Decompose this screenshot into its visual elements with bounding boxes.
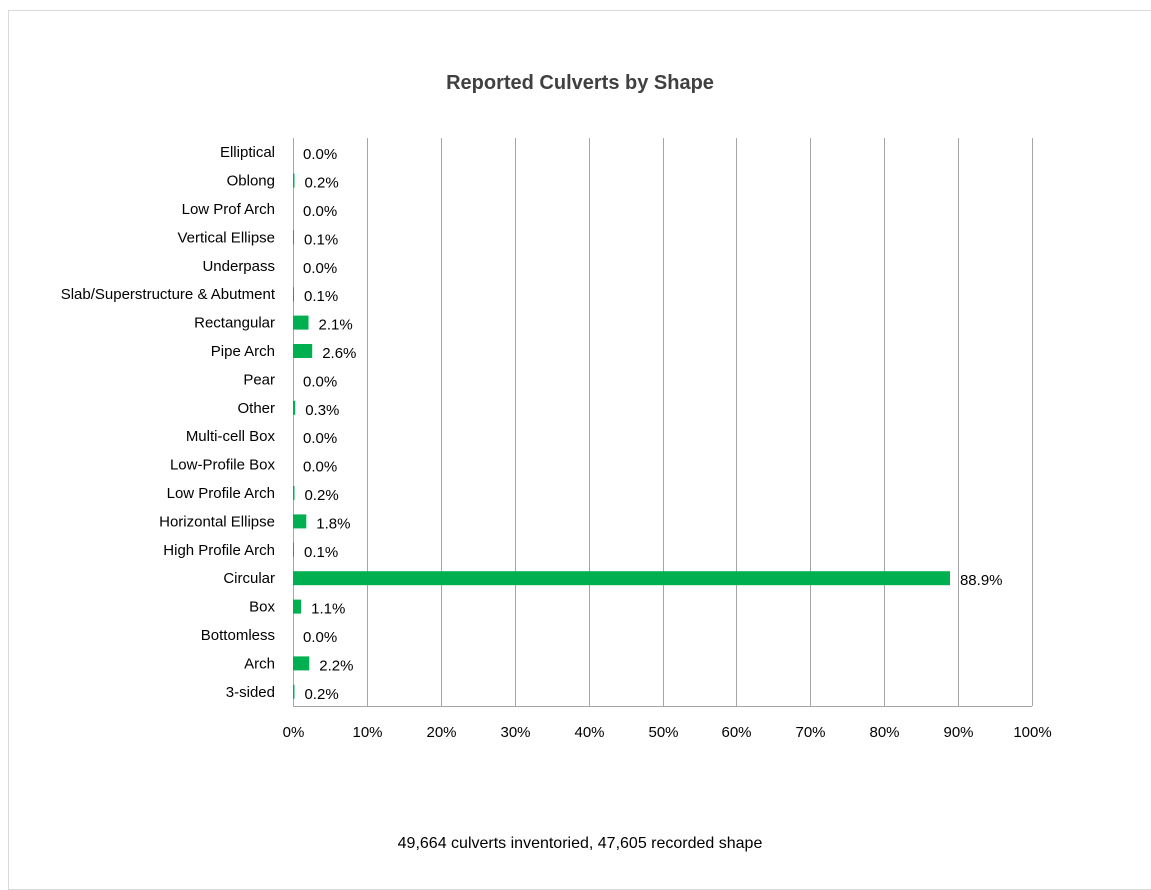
category-label: Slab/Superstructure & Abutment — [61, 286, 276, 303]
value-label: 2.6% — [322, 345, 356, 362]
category-label: Pipe Arch — [211, 343, 275, 360]
x-tick-label: 80% — [869, 724, 899, 741]
category-label: Circular — [223, 570, 275, 587]
bar — [293, 173, 295, 188]
chart-title: Reported Culverts by Shape — [446, 72, 714, 94]
value-label: 0.0% — [303, 459, 337, 476]
value-label: 0.0% — [303, 146, 337, 163]
category-label: 3-sided — [226, 684, 275, 701]
bar — [293, 315, 309, 330]
value-label: 0.0% — [303, 203, 337, 220]
category-label: Low Profile Arch — [167, 485, 275, 502]
value-label: 0.2% — [304, 175, 338, 192]
value-label: 0.0% — [303, 373, 337, 390]
x-tick-label: 60% — [721, 724, 751, 741]
value-label: 0.1% — [304, 288, 338, 305]
category-label: Rectangular — [194, 315, 275, 332]
category-label: Bottomless — [201, 627, 275, 644]
category-label: Underpass — [202, 258, 275, 275]
bar — [293, 684, 295, 699]
bar — [293, 542, 294, 557]
value-label: 2.1% — [319, 317, 353, 334]
x-tick-label: 50% — [648, 724, 678, 741]
value-label: 0.2% — [304, 487, 338, 504]
x-tick-label: 10% — [352, 724, 382, 741]
x-tick-label: 40% — [574, 724, 604, 741]
bar — [293, 400, 296, 415]
x-tick-label: 70% — [795, 724, 825, 741]
category-label: High Profile Arch — [163, 542, 275, 559]
category-label: Elliptical — [220, 144, 275, 161]
value-label: 1.8% — [316, 515, 350, 532]
value-label: 0.2% — [304, 686, 338, 703]
bar — [293, 599, 302, 614]
category-label: Low Prof Arch — [182, 201, 275, 218]
x-tick-label: 0% — [283, 724, 305, 741]
bars — [293, 173, 950, 699]
value-label: 0.0% — [303, 430, 337, 447]
bar — [293, 514, 307, 529]
gridlines — [293, 138, 1033, 707]
bar — [293, 287, 294, 302]
value-labels: 0.0% 0.2% 0.0% 0.1% 0.0% 0.1% 2.1% 2.6% 0.0% 0.3%… — [303, 146, 1003, 703]
category-labels: Elliptical Oblong Low Prof Arch Vertical El… — [61, 144, 276, 701]
value-label: 0.0% — [303, 629, 337, 646]
value-label: 1.1% — [311, 601, 345, 618]
category-label: Low-Profile Box — [170, 457, 276, 474]
x-tick-label: 90% — [943, 724, 973, 741]
category-label: Arch — [244, 655, 275, 672]
bar — [293, 571, 950, 586]
bar — [293, 656, 310, 671]
x-tick-label: 30% — [500, 724, 530, 741]
value-label: 88.9% — [960, 572, 1003, 589]
chart-footnote: 49,664 culverts inventoried, 47,605 reco… — [398, 835, 763, 852]
value-label: 0.1% — [304, 231, 338, 248]
category-label: Other — [237, 400, 275, 417]
x-tick-label: 100% — [1013, 724, 1051, 741]
value-label: 0.1% — [304, 544, 338, 561]
bar — [293, 486, 295, 500]
value-label: 0.0% — [303, 260, 337, 277]
category-label: Oblong — [227, 173, 275, 190]
x-tick-label: 20% — [426, 724, 456, 741]
x-axis-tick-labels: 0% 10% 20% 30% 40% 50% 60% 70% 80% 90% 100% — [283, 724, 1052, 741]
bar — [293, 230, 294, 245]
value-label: 0.3% — [305, 402, 339, 419]
bar — [293, 344, 313, 358]
category-label: Box — [249, 599, 275, 616]
value-label: 2.2% — [319, 657, 353, 674]
category-label: Horizontal Ellipse — [159, 513, 275, 530]
category-label: Multi-cell Box — [186, 428, 276, 445]
category-label: Pear — [243, 371, 275, 388]
category-label: Vertical Ellipse — [177, 229, 275, 246]
